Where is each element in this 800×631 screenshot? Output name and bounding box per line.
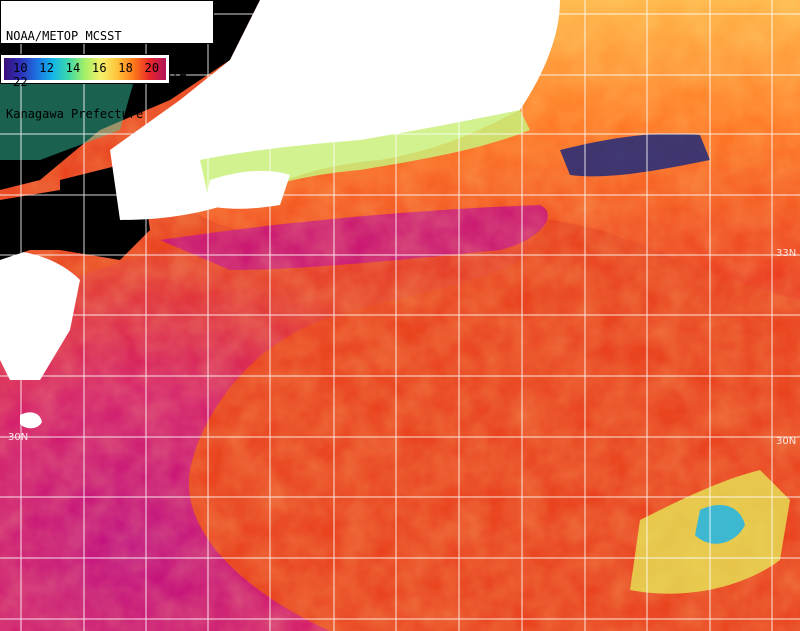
cold-eddy-southeast bbox=[695, 505, 745, 544]
legend-label: 12 bbox=[39, 61, 55, 75]
legend-label: 14 bbox=[65, 61, 81, 75]
legend-label: 18 bbox=[118, 61, 134, 75]
legend-label: 20 bbox=[144, 61, 160, 75]
lat-label-30n-west: 30N bbox=[8, 432, 29, 443]
cloud-mask-northwest bbox=[0, 0, 260, 190]
lat-label-33n-east: 33N bbox=[776, 248, 797, 259]
title-box: NOAA/METOP MCSST 2026/04/28(UTC) Composi… bbox=[0, 0, 214, 121]
legend-label: 22 bbox=[13, 75, 28, 89]
legend-labels: 10 12 14 16 18 20 22 bbox=[13, 61, 169, 89]
land-shikoku bbox=[205, 170, 290, 209]
color-legend: 10 12 14 16 18 20 22 bbox=[0, 54, 170, 89]
title-line-region: Kanagawa Prefecture bbox=[6, 107, 144, 121]
cold-eddy-northeast bbox=[560, 133, 710, 177]
cloud-mask-kyushu bbox=[0, 190, 80, 260]
lon-label-136e: 136E bbox=[322, 10, 333, 36]
lat-label-30n-east: 30N bbox=[776, 436, 797, 447]
cloud-mask-west-teal bbox=[0, 60, 140, 160]
legend-label: 10 bbox=[13, 61, 28, 75]
land-yakushima bbox=[20, 412, 42, 429]
legend-color-bar bbox=[4, 58, 166, 80]
title-line-source: NOAA/METOP MCSST bbox=[6, 29, 122, 43]
legend-label: 16 bbox=[91, 61, 107, 75]
